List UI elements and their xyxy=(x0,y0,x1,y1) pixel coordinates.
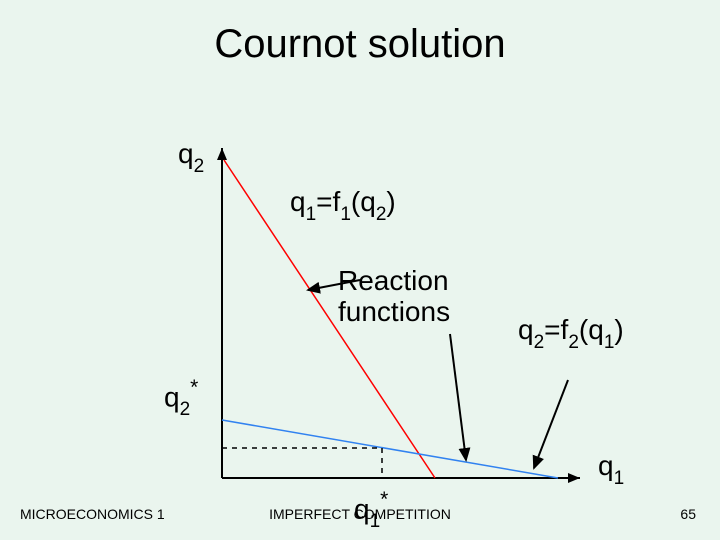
q2star-q: q xyxy=(164,381,180,412)
reaction-line2: functions xyxy=(338,296,450,327)
f1-fsub: 1 xyxy=(340,204,351,225)
x-axis-label: q1 xyxy=(598,450,624,488)
f1-q-sub: 1 xyxy=(306,204,317,225)
slide: Cournot solution q2 q1=f1(q2) xyxy=(0,0,720,540)
f1-open: (q xyxy=(351,186,376,217)
footer-page-number: 65 xyxy=(680,506,696,522)
footer-center: IMPERFECT COMPETITION xyxy=(0,506,720,522)
q2-star-label: q2* xyxy=(164,378,198,419)
y-axis-label-q: q xyxy=(178,138,194,169)
f1-argsub: 2 xyxy=(376,204,387,225)
f2-q-sub: 2 xyxy=(534,332,545,353)
f2-q: q xyxy=(518,314,534,345)
pointer-from-f2-label xyxy=(534,380,568,468)
f1-label: q1=f1(q2) xyxy=(290,186,396,224)
reaction-functions-label: Reaction functions xyxy=(338,266,450,328)
f2-label: q2=f2(q1) xyxy=(518,314,624,352)
f2-argsub: 1 xyxy=(604,332,615,353)
f2-eq: =f xyxy=(544,314,568,345)
reaction-f2-line xyxy=(222,420,558,478)
x-axis-label-sub: 1 xyxy=(614,468,625,489)
f2-fsub: 2 xyxy=(568,332,579,353)
x-axis-arrowhead xyxy=(568,473,580,483)
f2-close: ) xyxy=(614,314,623,345)
x-axis-label-q: q xyxy=(598,450,614,481)
pointer-to-f2 xyxy=(450,334,466,460)
reaction-line1: Reaction xyxy=(338,265,449,296)
q2star-sub: 2 xyxy=(180,399,191,420)
f1-eq: =f xyxy=(316,186,340,217)
y-axis-arrowhead xyxy=(217,148,227,160)
f1-q: q xyxy=(290,186,306,217)
y-axis-label: q2 xyxy=(178,138,204,176)
y-axis-label-sub: 2 xyxy=(194,156,205,177)
f2-open: (q xyxy=(579,314,604,345)
f1-close: ) xyxy=(386,186,395,217)
q2star-sup: * xyxy=(190,376,198,399)
